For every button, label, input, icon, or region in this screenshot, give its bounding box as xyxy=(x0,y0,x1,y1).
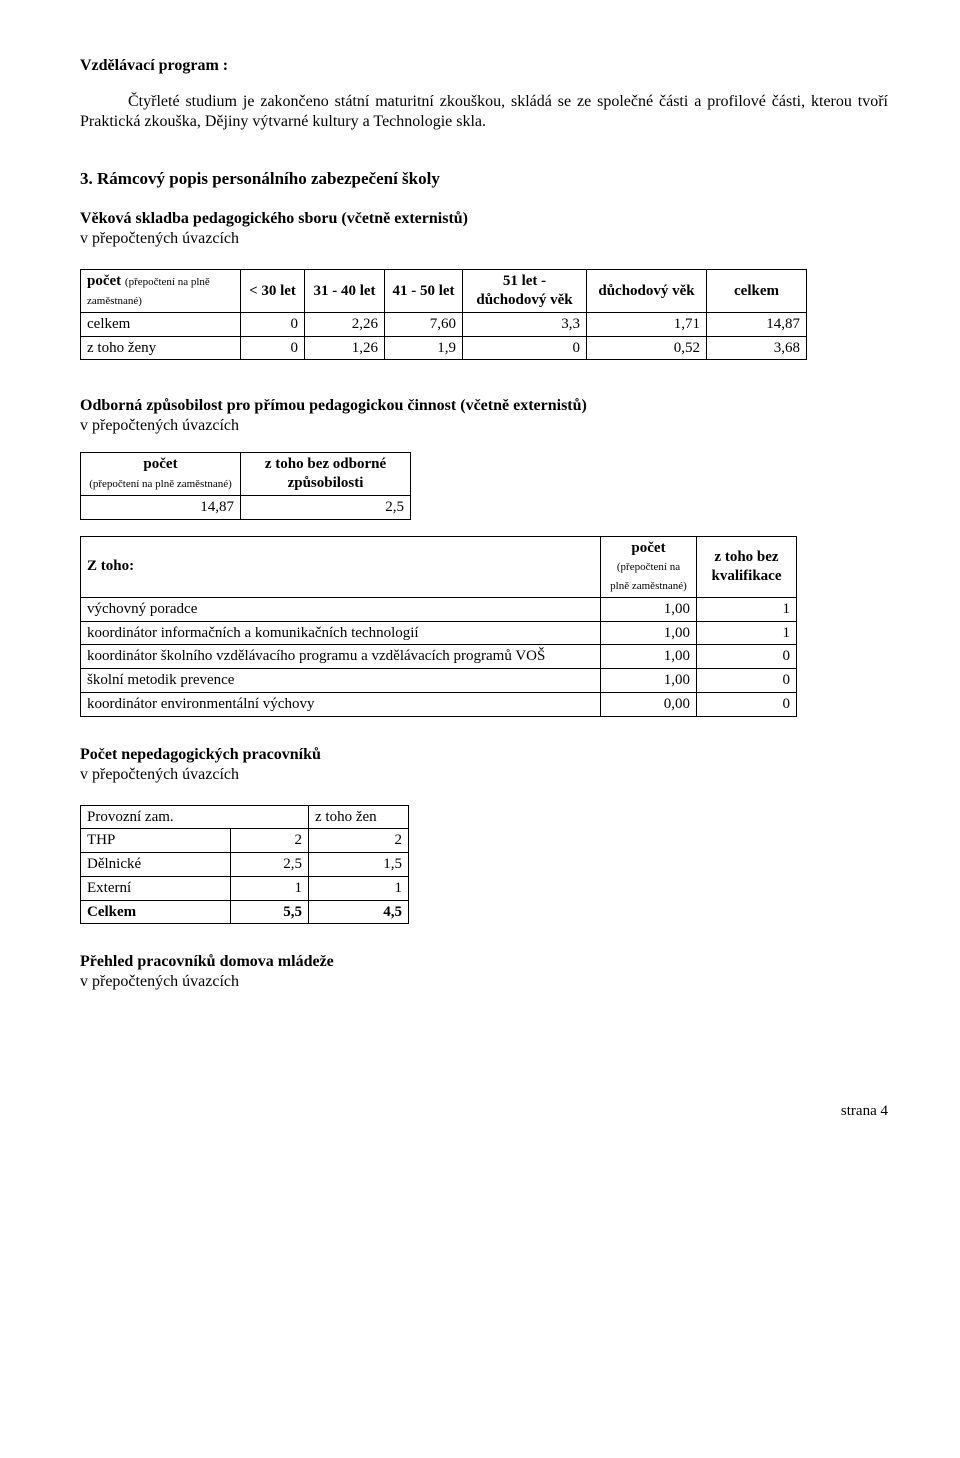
nonped-table: Provozní zam. z toho žen THP 2 2 Dělnick… xyxy=(80,805,409,925)
table-row: koordinátor environmentální výchovy 0,00… xyxy=(81,692,797,716)
head-noqual: z toho bez odborné způsobilosti xyxy=(241,453,411,496)
head-count: počet (přepočtení na plně zaměstnané) xyxy=(81,270,241,313)
table-row: koordinátor školního vzdělávacího progra… xyxy=(81,645,797,669)
sub2-note: v přepočtených úvazcích xyxy=(80,416,888,436)
head-total: celkem xyxy=(707,270,807,313)
sub2-heading: Odborná způsobilost pro přímou pedagogic… xyxy=(80,396,888,416)
page-number: strana 4 xyxy=(80,1102,888,1121)
table-row: počet (přepočtení na plně zaměstnané) < … xyxy=(81,270,807,313)
table-row: THP 2 2 xyxy=(81,829,409,853)
table-row: koordinátor informačních a komunikačních… xyxy=(81,621,797,645)
head-31-40: 31 - 40 let xyxy=(305,270,385,313)
table-row: počet (přepočtení na plně zaměstnané) z … xyxy=(81,453,411,496)
table-row: Celkem 5,5 4,5 xyxy=(81,900,409,924)
table-row: Z toho: počet (přepočtení na plně zaměst… xyxy=(81,536,797,597)
sub3-note: v přepočtených úvazcích xyxy=(80,765,888,785)
row-label: z toho ženy xyxy=(81,336,241,360)
sub1-note: v přepočtených úvazcích xyxy=(80,229,888,249)
table-row: Provozní zam. z toho žen xyxy=(81,805,409,829)
sub4-heading: Přehled pracovníků domova mládeže xyxy=(80,952,888,972)
ztoho-table: Z toho: počet (přepočtení na plně zaměst… xyxy=(80,536,797,717)
head-noqual: z toho bez kvalifikace xyxy=(697,536,797,597)
head-women: z toho žen xyxy=(309,805,409,829)
section3-heading: 3. Rámcový popis personálního zabezpečen… xyxy=(80,168,888,189)
head-ztoho: Z toho: xyxy=(81,536,601,597)
age-structure-table: počet (přepočtení na plně zaměstnané) < … xyxy=(80,269,807,360)
table-row: Externí 1 1 xyxy=(81,876,409,900)
table-row: z toho ženy 0 1,26 1,9 0 0,52 3,68 xyxy=(81,336,807,360)
table-row: 14,87 2,5 xyxy=(81,495,411,519)
head-count: počet (přepočtení na plně zaměstnané) xyxy=(81,453,241,496)
head-count: počet (přepočtení na plně zaměstnané) xyxy=(601,536,697,597)
sub3-heading: Počet nepedagogických pracovníků xyxy=(80,745,888,765)
head-51: 51 let - důchodový věk xyxy=(463,270,587,313)
head-provozni: Provozní zam. xyxy=(81,805,309,829)
table-row: školní metodik prevence 1,00 0 xyxy=(81,669,797,693)
head-retire: důchodový věk xyxy=(587,270,707,313)
intro-paragraph: Čtyřleté studium je zakončeno státní mat… xyxy=(80,92,888,132)
intro-heading: Vzdělávací program : xyxy=(80,56,888,76)
qualification-table: počet (přepočtení na plně zaměstnané) z … xyxy=(80,452,411,519)
head-lt30: < 30 let xyxy=(241,270,305,313)
row-label: celkem xyxy=(81,312,241,336)
sub4-note: v přepočtených úvazcích xyxy=(80,972,888,992)
head-41-50: 41 - 50 let xyxy=(385,270,463,313)
table-row: výchovný poradce 1,00 1 xyxy=(81,597,797,621)
table-row: celkem 0 2,26 7,60 3,3 1,71 14,87 xyxy=(81,312,807,336)
table-row: Dělnické 2,5 1,5 xyxy=(81,853,409,877)
sub1-heading: Věková skladba pedagogického sboru (včet… xyxy=(80,209,888,229)
